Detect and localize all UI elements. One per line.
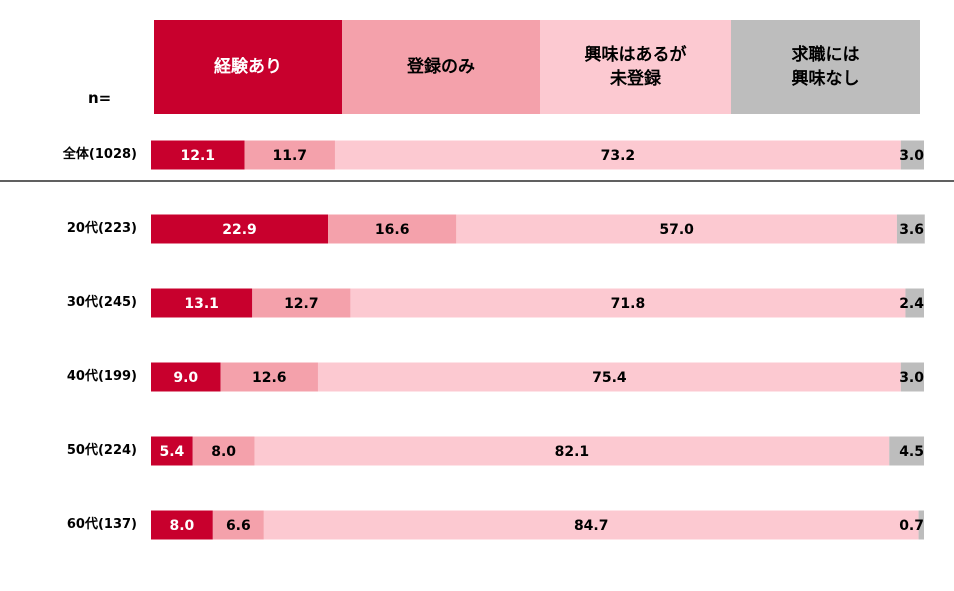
data-label: 57.0 (659, 222, 694, 238)
row-label: 60代(137) (66, 517, 137, 532)
bar-segment (896, 214, 925, 244)
data-label: 8.0 (211, 444, 236, 460)
data-label: 6.6 (226, 518, 251, 534)
bar-segment (212, 510, 264, 540)
bar-segment (918, 510, 924, 540)
data-label: 4.5 (899, 444, 924, 460)
bar-segment (151, 214, 329, 244)
data-label: 12.7 (284, 296, 319, 312)
bar-segment (900, 140, 924, 170)
bar-segment (905, 288, 924, 318)
bar-segment (192, 436, 255, 466)
data-label: 3.6 (899, 222, 924, 238)
data-label: 73.2 (601, 148, 636, 164)
data-label: 0.7 (899, 518, 924, 534)
bar-segment (350, 288, 906, 318)
bar-segment (317, 362, 901, 392)
legend-item-4: 求職には 興味なし (731, 20, 920, 114)
data-label: 16.6 (375, 222, 410, 238)
bar-segment (151, 362, 221, 392)
data-label: 3.0 (899, 148, 924, 164)
legend-item-1: 経験あり (154, 20, 342, 114)
bar-segment (254, 436, 890, 466)
data-label: 82.1 (555, 444, 590, 460)
row-label: 全体(1028) (62, 147, 137, 162)
bar-segment (151, 288, 253, 318)
row-label: 40代(199) (66, 369, 137, 384)
data-label: 8.0 (170, 518, 195, 534)
legend-item-2: 登録のみ (342, 20, 540, 114)
data-label: 5.4 (159, 444, 184, 460)
data-label: 9.0 (173, 370, 198, 386)
bar-segment (252, 288, 351, 318)
data-label: 84.7 (574, 518, 609, 534)
bar-segment (151, 510, 213, 540)
data-label: 3.0 (899, 370, 924, 386)
data-label: 11.7 (272, 148, 307, 164)
row-label: 30代(245) (66, 295, 137, 310)
data-label: 12.1 (180, 148, 215, 164)
bar-segment (220, 362, 318, 392)
data-label: 13.1 (184, 296, 219, 312)
data-label: 12.6 (252, 370, 287, 386)
data-label: 2.4 (899, 296, 924, 312)
bar-segment (900, 362, 924, 392)
bar-segment (151, 436, 193, 466)
data-label: 22.9 (222, 222, 257, 238)
bar-segment (328, 214, 457, 244)
bar-segment (334, 140, 901, 170)
data-label: 75.4 (592, 370, 627, 386)
bar-segment (263, 510, 919, 540)
bar-segment (244, 140, 335, 170)
bar-segment (456, 214, 897, 244)
data-label: 71.8 (611, 296, 646, 312)
bar-segment (151, 140, 245, 170)
n-label: n= (88, 89, 112, 107)
row-label: 50代(224) (66, 443, 137, 458)
row-label: 20代(223) (66, 221, 137, 236)
legend-item-3: 興味はあるが 未登録 (540, 20, 731, 114)
bar-segment (889, 436, 925, 466)
